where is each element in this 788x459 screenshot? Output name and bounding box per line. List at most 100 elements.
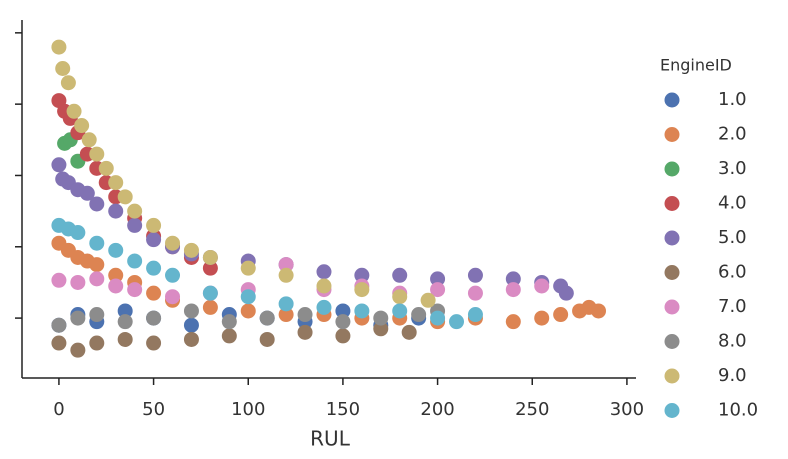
point bbox=[51, 317, 67, 333]
point bbox=[392, 303, 408, 319]
point bbox=[278, 296, 294, 312]
x-axis-label: RUL bbox=[310, 427, 351, 451]
point bbox=[467, 307, 483, 323]
point bbox=[146, 260, 162, 276]
legend-title: EngineID bbox=[660, 56, 732, 75]
x-tick-label: 0 bbox=[53, 399, 64, 420]
point bbox=[74, 118, 90, 134]
point bbox=[117, 331, 133, 347]
x-tick-label: 250 bbox=[515, 399, 549, 420]
point bbox=[202, 285, 218, 301]
legend-marker bbox=[664, 127, 680, 142]
legend-label: 6.0 bbox=[718, 262, 747, 283]
series bbox=[51, 303, 427, 333]
legend-marker bbox=[664, 403, 680, 418]
point bbox=[70, 342, 86, 358]
point bbox=[335, 314, 351, 330]
point bbox=[221, 328, 237, 344]
point bbox=[183, 303, 199, 319]
point bbox=[392, 289, 408, 305]
point bbox=[165, 289, 181, 305]
point bbox=[467, 285, 483, 301]
point bbox=[146, 285, 162, 301]
point bbox=[221, 314, 237, 330]
point bbox=[297, 324, 313, 340]
point bbox=[373, 321, 389, 337]
point bbox=[316, 278, 332, 294]
point bbox=[591, 303, 607, 319]
point bbox=[108, 278, 124, 294]
point bbox=[259, 331, 275, 347]
series bbox=[51, 217, 483, 330]
point bbox=[553, 307, 569, 323]
point bbox=[449, 314, 465, 330]
legend-marker bbox=[664, 230, 680, 246]
point bbox=[108, 267, 124, 283]
point bbox=[202, 299, 218, 315]
point bbox=[316, 299, 332, 315]
legend-marker bbox=[664, 334, 680, 349]
point bbox=[202, 260, 218, 276]
point bbox=[108, 175, 124, 191]
point bbox=[51, 39, 67, 55]
legend-marker bbox=[664, 196, 680, 211]
point bbox=[430, 271, 446, 287]
point bbox=[183, 242, 199, 258]
legend-marker bbox=[664, 92, 680, 108]
legend-marker bbox=[664, 265, 680, 280]
x-tick-label: 100 bbox=[231, 399, 265, 420]
point bbox=[89, 146, 105, 162]
point bbox=[534, 310, 550, 326]
point bbox=[534, 278, 550, 294]
point bbox=[183, 317, 199, 333]
point bbox=[278, 267, 294, 283]
point bbox=[505, 314, 521, 330]
legend-label: 7.0 bbox=[718, 296, 747, 317]
point bbox=[70, 225, 86, 241]
point bbox=[60, 75, 76, 91]
series bbox=[51, 321, 417, 358]
point bbox=[335, 303, 351, 319]
point bbox=[240, 289, 256, 305]
point bbox=[108, 203, 124, 219]
point bbox=[81, 132, 97, 148]
point bbox=[127, 253, 143, 269]
point bbox=[183, 331, 199, 347]
series bbox=[51, 235, 607, 330]
point bbox=[98, 160, 114, 176]
point bbox=[51, 157, 67, 173]
point bbox=[146, 335, 162, 351]
point bbox=[108, 242, 124, 258]
legend-label: 3.0 bbox=[718, 158, 747, 179]
point bbox=[392, 267, 408, 283]
legend-label: 4.0 bbox=[718, 193, 747, 214]
point bbox=[430, 310, 446, 326]
point bbox=[373, 310, 389, 326]
point bbox=[240, 260, 256, 276]
point bbox=[146, 217, 162, 233]
point bbox=[354, 303, 370, 319]
point bbox=[79, 185, 95, 201]
legend-label: 8.0 bbox=[718, 331, 747, 352]
point bbox=[89, 235, 105, 251]
point bbox=[127, 282, 143, 298]
legend-label: 1.0 bbox=[718, 89, 747, 110]
legend-label: 5.0 bbox=[718, 227, 747, 248]
point bbox=[335, 328, 351, 344]
point bbox=[70, 310, 86, 326]
point bbox=[316, 264, 332, 280]
point bbox=[165, 235, 181, 251]
point bbox=[89, 271, 105, 287]
legend-marker bbox=[664, 299, 680, 315]
x-tick-label: 300 bbox=[610, 399, 644, 420]
point bbox=[354, 267, 370, 283]
point bbox=[117, 303, 133, 319]
legend-label: 2.0 bbox=[718, 124, 747, 145]
point bbox=[127, 217, 143, 233]
point bbox=[297, 307, 313, 323]
point bbox=[51, 272, 67, 288]
point bbox=[558, 285, 574, 301]
point bbox=[240, 303, 256, 319]
